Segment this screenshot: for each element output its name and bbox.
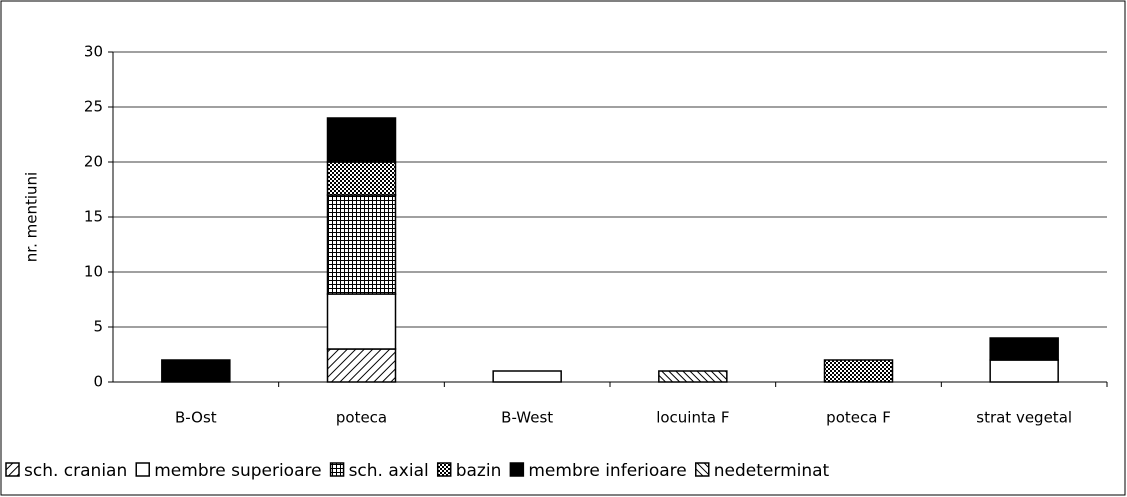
x-tick-label: B-Ost <box>175 409 217 427</box>
legend-swatch <box>5 462 20 477</box>
legend-swatch <box>436 462 452 477</box>
x-tick-label: poteca <box>336 409 387 427</box>
x-tick-label: B-West <box>501 409 553 427</box>
y-tick-label: 5 <box>93 318 103 336</box>
y-tick-label: 10 <box>84 263 103 281</box>
legend-swatch <box>509 462 525 477</box>
bar-segment <box>326 194 397 295</box>
bar-segment <box>326 293 397 350</box>
bar-segment <box>989 337 1059 361</box>
legend-label: nedeterminat <box>714 461 830 481</box>
legend-label: membre superioare <box>154 461 321 481</box>
bar-segment <box>326 117 397 163</box>
bar-segment <box>326 161 397 196</box>
bar-segment <box>326 348 397 383</box>
x-tick-label: locuinta F <box>656 409 729 427</box>
legend-label: membre inferioare <box>528 461 686 481</box>
bar-segment <box>823 359 894 383</box>
bar-segment <box>492 370 562 383</box>
bar-segment <box>989 359 1059 383</box>
y-tick-label: 15 <box>84 208 103 226</box>
bar-segment <box>161 359 231 383</box>
y-tick-label: 20 <box>84 153 103 171</box>
y-tick-label: 30 <box>84 43 103 61</box>
legend-swatch <box>695 462 710 477</box>
x-tick-label: poteca F <box>826 409 891 427</box>
bar-segment <box>658 370 728 383</box>
y-tick-label: 0 <box>93 373 103 391</box>
legend-label: bazin <box>456 461 502 481</box>
y-tick-label: 25 <box>84 98 103 116</box>
legend-label: sch. cranian <box>24 461 127 481</box>
x-tick-label: strat vegetal <box>976 409 1072 427</box>
legend-swatch <box>329 462 345 477</box>
legend-swatch <box>135 462 150 477</box>
y-axis-label: nr. mentiuni <box>23 172 41 262</box>
legend-label: sch. axial <box>349 461 429 481</box>
